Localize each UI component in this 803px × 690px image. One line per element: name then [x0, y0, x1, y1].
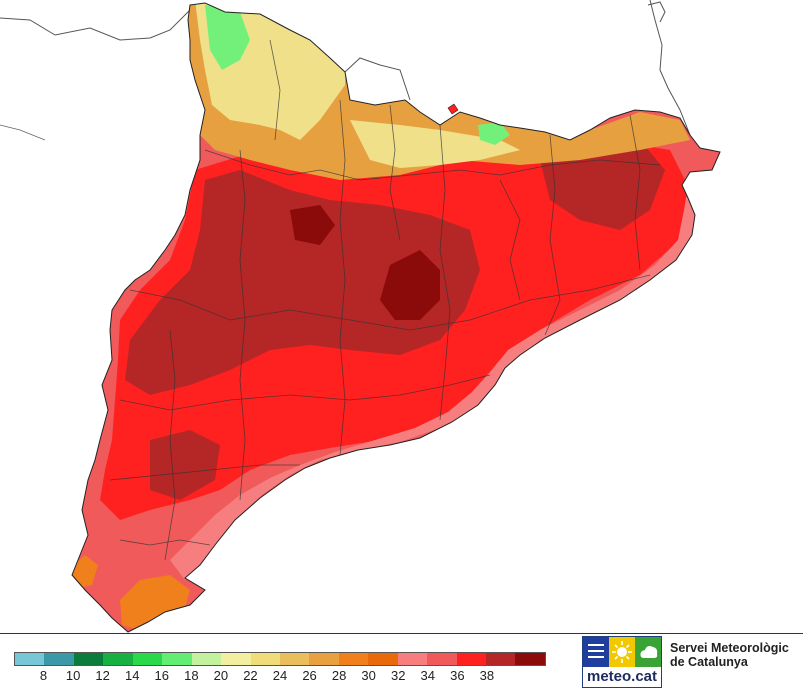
comarca-border — [129, 274, 651, 331]
legend-tick-label: 12 — [95, 668, 110, 683]
legend-swatch — [309, 653, 339, 665]
legend-tick-label: 18 — [184, 668, 199, 683]
temperature-zone-pyrenees-peak — [205, 5, 250, 70]
legend-swatch — [250, 653, 280, 665]
temperature-zone-delta — [120, 575, 190, 630]
legend-swatch — [338, 653, 369, 665]
andorra-border-line — [344, 57, 411, 101]
logo-sun-icon — [609, 637, 635, 667]
temperature-zone-very-hot-south — [150, 430, 220, 500]
legend-swatch — [279, 653, 310, 665]
legend-tick-label: 38 — [479, 668, 495, 683]
comarca-border — [204, 149, 661, 181]
logo-lines-icon — [583, 637, 609, 667]
legend-tick-label: 8 — [39, 668, 48, 683]
east-border-line — [649, 0, 691, 136]
comarca-border — [239, 149, 246, 501]
legend-swatch — [486, 653, 516, 665]
north-border-line — [647, 1, 666, 23]
legend-swatch — [427, 653, 457, 665]
comarca-border — [389, 104, 401, 241]
legend-tick-label: 26 — [302, 668, 317, 683]
temperature-zone-hottest — [380, 250, 440, 320]
legend-tick-label: 28 — [331, 668, 347, 683]
temperature-legend: 8 10 12 14 16 18 20 22 24 26 28 30 32 34 36 38 — [14, 652, 546, 688]
legend-tick-label: 14 — [124, 668, 140, 683]
agency-name: Servei Meteorològic de Catalunya — [670, 641, 789, 669]
legend-tick-labels: 8 10 12 14 16 18 20 22 24 26 28 30 32 34 36 38 — [14, 668, 546, 688]
meteocat-logo: meteo.cat — [582, 636, 662, 688]
comarca-border — [439, 124, 451, 421]
legend-tick-label: 34 — [420, 668, 435, 683]
legend-tick-label: 10 — [65, 668, 81, 683]
legend-tick-label: 16 — [154, 668, 169, 683]
legend-swatch — [191, 653, 222, 665]
logo-text: meteo.cat — [586, 668, 658, 685]
temperature-zone-hottest-west — [290, 205, 335, 245]
legend-tick-label: 20 — [213, 668, 229, 683]
coast-islet — [447, 103, 459, 115]
legend-swatch — [162, 653, 192, 665]
legend-swatch — [15, 653, 45, 665]
comarca-border — [629, 114, 641, 271]
catalunya-outline — [71, 2, 721, 633]
agency-line-2: de Catalunya — [670, 655, 748, 669]
comarca-border — [499, 179, 521, 301]
comarca-border — [119, 374, 491, 411]
comarca-border — [164, 329, 176, 561]
map-panel — [0, 0, 803, 634]
legend-swatch — [103, 653, 133, 665]
legend-color-bar — [14, 652, 546, 666]
comarca-border — [544, 134, 561, 336]
france-border-line — [0, 9, 191, 41]
temperature-map — [0, 0, 721, 633]
legend-tick-label: 22 — [243, 668, 258, 683]
legend-swatch — [456, 653, 486, 665]
legend-tick-label: 32 — [390, 668, 406, 683]
temperature-zone-very-hot — [125, 170, 480, 395]
legend-swatch — [73, 653, 104, 665]
legend-tick-label: 36 — [450, 668, 465, 683]
agency-line-1: Servei Meteorològic — [670, 641, 789, 655]
comarca-border — [339, 99, 346, 456]
comarca-border — [269, 39, 281, 141]
legend-tick-label: 30 — [361, 668, 376, 683]
legend-swatch — [368, 653, 398, 665]
comarca-border — [119, 539, 211, 546]
temperature-zone-pyrenees-peak-east — [478, 122, 510, 145]
west-border-line — [0, 124, 46, 141]
legend-swatch — [397, 653, 428, 665]
legend-swatch — [132, 653, 163, 665]
legend-tick-label: 24 — [272, 668, 288, 683]
legend-swatch — [515, 653, 545, 665]
logo-cloud-icon — [635, 637, 661, 667]
logo-icons — [583, 637, 661, 667]
legend-swatch — [221, 653, 251, 665]
comarca-border — [109, 464, 300, 481]
legend-swatch — [44, 653, 74, 665]
temperature-zone-pyrenees-high-central — [350, 120, 520, 168]
